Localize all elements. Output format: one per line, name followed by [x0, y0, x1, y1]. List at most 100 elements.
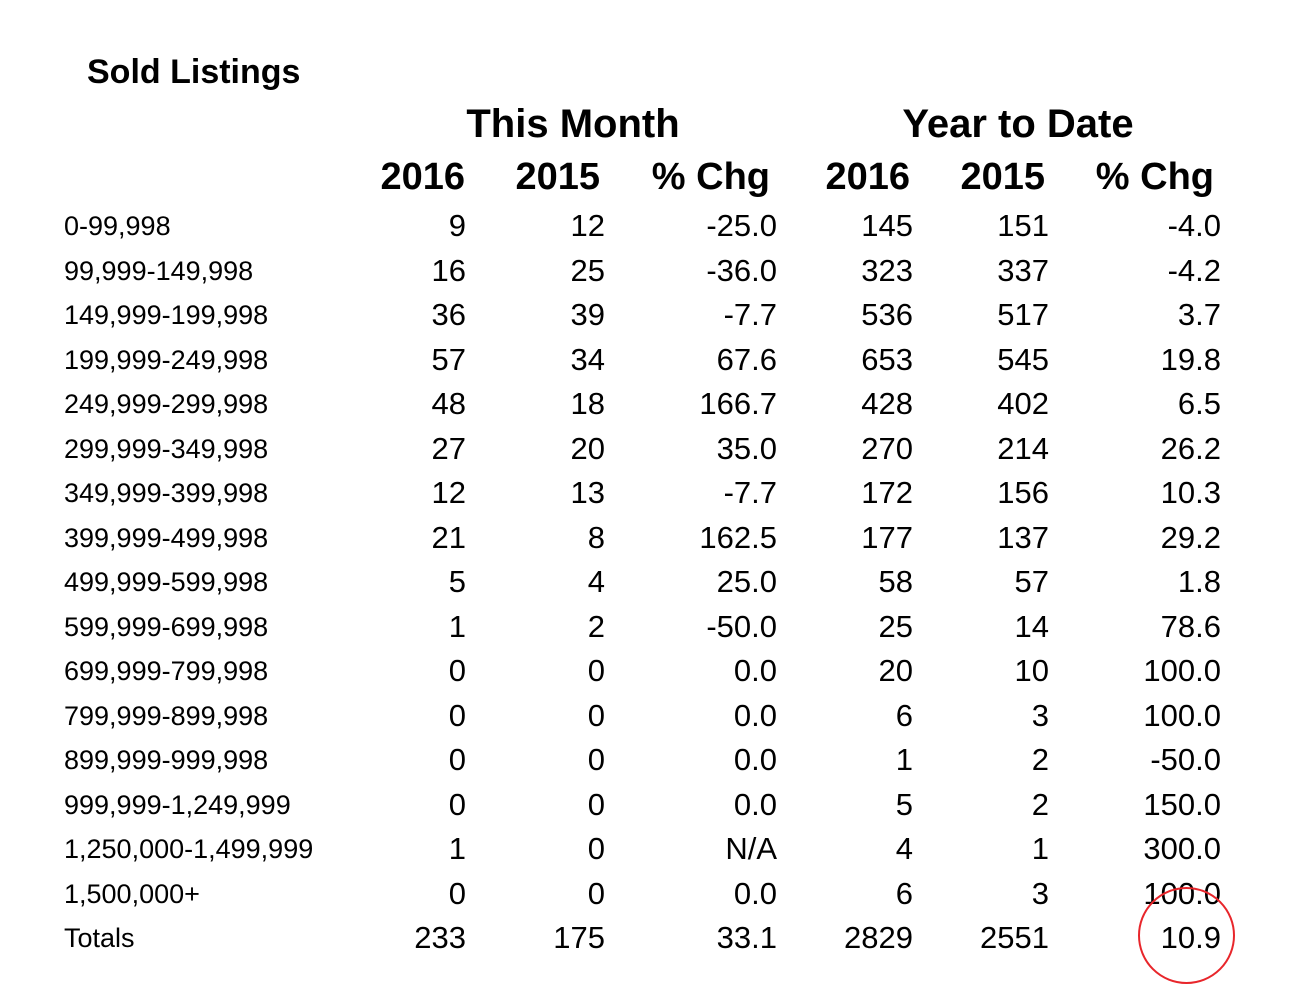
cell-ytd-pct-chg: 29.2: [1160, 519, 1221, 555]
cell-this-month-2015: 0: [587, 831, 605, 866]
group-header-this-month: This Month: [466, 102, 680, 146]
cell-ytd-pct-chg: -4.0: [1167, 208, 1221, 243]
cell-this-month-2015: 20: [570, 430, 605, 466]
cell-this-month-pct-chg: -7.7: [723, 475, 777, 510]
cell-ytd-2016: 1: [895, 742, 913, 777]
cell-ytd-pct-chg: 150.0: [1143, 786, 1221, 822]
cell-ytd-pct-chg: 100.0: [1143, 697, 1221, 733]
cell-this-month-2016: 9: [448, 208, 466, 243]
cell-this-month-pct-chg: N/A: [725, 831, 777, 866]
row-label: 1,250,000-1,499,999: [64, 834, 314, 864]
cell-this-month-2015: 8: [587, 519, 605, 555]
cell-this-month-2015: 39: [570, 297, 605, 332]
cell-ytd-pct-chg: 19.8: [1160, 341, 1221, 377]
cell-this-month-2016: 0: [448, 786, 466, 822]
row-label: 249,999-299,998: [64, 389, 269, 419]
cell-this-month-2015: 2: [587, 608, 605, 644]
cell-this-month-2016: 0: [448, 653, 466, 688]
row-label: 699,999-799,998: [64, 656, 269, 686]
cell-this-month-pct-chg: 0.0: [733, 653, 777, 688]
cell-ytd-2015: 2551: [980, 920, 1049, 955]
row-label: 199,999-249,998: [64, 344, 269, 375]
cell-ytd-2015: 57: [1014, 564, 1049, 599]
cell-this-month-pct-chg: -7.7: [723, 297, 777, 332]
cell-ytd-2016: 177: [861, 519, 913, 555]
cell-ytd-2015: 517: [997, 297, 1049, 332]
cell-this-month-pct-chg: 35.0: [716, 430, 777, 466]
cell-ytd-pct-chg: -50.0: [1150, 742, 1221, 777]
cell-ytd-pct-chg: 78.6: [1160, 608, 1221, 644]
cell-this-month-2016: 16: [431, 252, 466, 288]
row-label: 0-99,998: [64, 211, 171, 241]
cell-ytd-2016: 323: [861, 252, 913, 288]
cell-this-month-2016: 48: [431, 386, 466, 421]
cell-ytd-2015: 14: [1014, 608, 1049, 644]
totals-row-label: Totals: [64, 923, 135, 953]
column-header-this-month-2016: 2016: [380, 156, 465, 198]
cell-ytd-2016: 5: [895, 786, 913, 822]
cell-this-month-2015: 0: [587, 697, 605, 733]
cell-ytd-2015: 2: [1031, 786, 1049, 822]
row-label: 299,999-349,998: [64, 433, 269, 464]
column-header-ytd-2016: 2016: [825, 156, 910, 198]
cell-ytd-pct-chg: 100.0: [1143, 653, 1221, 688]
cell-this-month-2015: 4: [587, 564, 605, 599]
cell-ytd-2015: 137: [997, 519, 1049, 555]
column-header-ytd-pct-chg: % Chg: [1095, 156, 1214, 198]
cell-ytd-pct-chg: 26.2: [1160, 430, 1221, 466]
cell-this-month-2015: 0: [587, 742, 605, 777]
cell-this-month-2016: 1: [448, 831, 466, 866]
row-label: 599,999-699,998: [64, 611, 269, 642]
row-label: 499,999-599,998: [64, 567, 269, 597]
cell-this-month-2016: 1: [448, 608, 466, 644]
cell-this-month-pct-chg: 67.6: [716, 341, 777, 377]
cell-ytd-2015: 337: [997, 252, 1049, 288]
cell-this-month-2015: 175: [553, 920, 605, 955]
cell-ytd-2015: 2: [1031, 742, 1049, 777]
cell-this-month-pct-chg: 166.7: [699, 386, 777, 421]
cell-this-month-pct-chg: 0.0: [733, 697, 777, 733]
cell-this-month-2016: 57: [431, 341, 466, 377]
cell-ytd-2015: 545: [997, 341, 1049, 377]
cell-ytd-2016: 536: [861, 297, 913, 332]
cell-this-month-2015: 13: [570, 475, 605, 510]
cell-this-month-pct-chg: 33.1: [716, 920, 777, 955]
highlight-circle: [1138, 887, 1235, 984]
cell-this-month-2016: 12: [431, 475, 466, 510]
cell-this-month-pct-chg: 162.5: [699, 519, 777, 555]
cell-ytd-2016: 6: [895, 697, 913, 733]
cell-this-month-2016: 0: [448, 697, 466, 733]
cell-ytd-2016: 25: [878, 608, 913, 644]
cell-ytd-2015: 3: [1031, 875, 1049, 911]
cell-this-month-pct-chg: -50.0: [706, 608, 777, 644]
cell-this-month-2015: 12: [570, 208, 605, 243]
cell-this-month-2016: 0: [448, 742, 466, 777]
cell-ytd-pct-chg: 3.7: [1177, 297, 1221, 332]
cell-ytd-pct-chg: 6.5: [1177, 386, 1221, 421]
cell-this-month-2016: 5: [448, 564, 466, 599]
column-header-ytd-2015: 2015: [960, 156, 1045, 198]
cell-ytd-2016: 6: [895, 875, 913, 911]
cell-this-month-2015: 0: [587, 653, 605, 688]
row-label: 899,999-999,998: [64, 745, 269, 775]
cell-ytd-2016: 58: [878, 564, 913, 599]
cell-this-month-pct-chg: -25.0: [706, 208, 777, 243]
cell-this-month-pct-chg: 0.0: [733, 742, 777, 777]
cell-this-month-2016: 233: [414, 920, 466, 955]
cell-ytd-pct-chg: 1.8: [1177, 564, 1221, 599]
row-label: 399,999-499,998: [64, 522, 269, 553]
cell-ytd-2015: 156: [997, 475, 1049, 510]
cell-ytd-2016: 270: [861, 430, 913, 466]
row-label: 799,999-899,998: [64, 700, 269, 731]
cell-ytd-2015: 151: [997, 208, 1049, 243]
cell-this-month-2015: 18: [570, 386, 605, 421]
cell-ytd-2015: 3: [1031, 697, 1049, 733]
cell-ytd-2016: 2829: [844, 920, 913, 955]
cell-this-month-2015: 0: [587, 875, 605, 911]
row-label: 149,999-199,998: [64, 300, 269, 330]
cell-ytd-2016: 145: [861, 208, 913, 243]
cell-ytd-2015: 1: [1031, 831, 1049, 866]
cell-ytd-2016: 172: [861, 475, 913, 510]
cell-ytd-pct-chg: 10.3: [1160, 475, 1221, 510]
cell-ytd-2016: 4: [895, 831, 913, 866]
